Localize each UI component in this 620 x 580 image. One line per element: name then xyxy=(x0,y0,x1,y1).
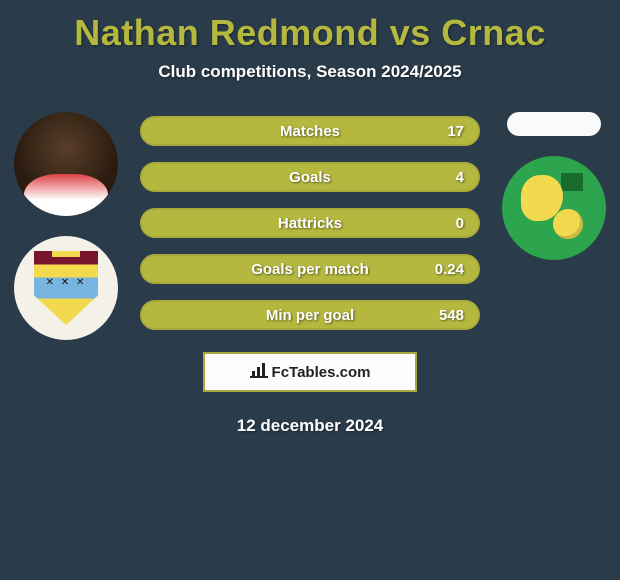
stat-right-value: 0 xyxy=(456,215,464,232)
brand-badge[interactable]: FcTables.com xyxy=(203,352,417,392)
club1-crest-icon xyxy=(34,251,98,325)
stat-row-gpm: Goals per match 0.24 xyxy=(140,254,480,284)
page-title: Nathan Redmond vs Crnac xyxy=(0,0,620,62)
stat-right-value: 17 xyxy=(447,123,464,140)
brand-text: FcTables.com xyxy=(272,364,371,381)
stat-row-goals: Goals 4 xyxy=(140,162,480,192)
snapshot-date: 12 december 2024 xyxy=(0,416,620,436)
stat-row-mpg: Min per goal 548 xyxy=(140,300,480,330)
stat-row-hattricks: Hattricks 0 xyxy=(140,208,480,238)
body-area: Matches 17 Goals 4 Hattricks 0 Goals per… xyxy=(0,112,620,436)
stat-right-value: 0.24 xyxy=(435,261,464,278)
stat-right-value: 4 xyxy=(456,169,464,186)
stat-label: Goals xyxy=(289,169,331,186)
brand-chart-icon xyxy=(250,362,268,383)
stat-row-matches: Matches 17 xyxy=(140,116,480,146)
left-column xyxy=(6,112,126,340)
right-column xyxy=(494,112,614,260)
stat-label: Hattricks xyxy=(278,215,342,232)
stat-label: Goals per match xyxy=(251,261,369,278)
stat-label: Min per goal xyxy=(266,307,354,324)
club2-crest-icon xyxy=(519,173,589,243)
player2-photo-placeholder xyxy=(507,112,601,136)
stat-right-value: 548 xyxy=(439,307,464,324)
player1-photo xyxy=(14,112,118,216)
stats-list: Matches 17 Goals 4 Hattricks 0 Goals per… xyxy=(140,112,480,330)
player2-club-badge xyxy=(502,156,606,260)
page-subtitle: Club competitions, Season 2024/2025 xyxy=(0,62,620,112)
comparison-card: Nathan Redmond vs Crnac Club competition… xyxy=(0,0,620,436)
stat-label: Matches xyxy=(280,123,340,140)
player1-club-badge xyxy=(14,236,118,340)
